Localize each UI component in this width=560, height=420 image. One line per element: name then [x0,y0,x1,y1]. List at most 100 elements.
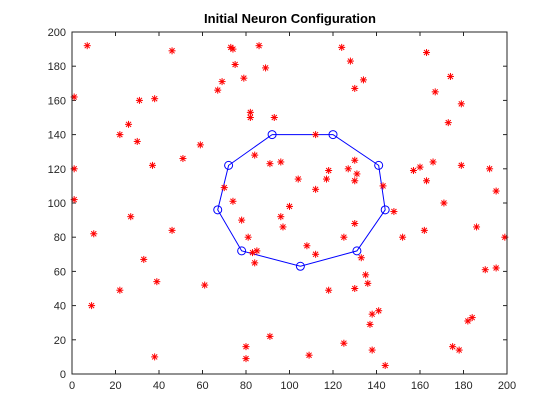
data-point [464,317,472,325]
x-tick-label: 100 [280,380,298,392]
data-point [116,286,124,294]
data-point [312,131,320,139]
y-tick-label: 160 [48,95,66,107]
data-point [381,361,389,369]
data-point [473,223,481,231]
data-point [133,137,141,145]
data-point [457,161,465,169]
data-point [312,250,320,258]
data-point [446,72,454,80]
data-point [116,131,124,139]
data-point [251,151,259,159]
neuron-marker [328,130,338,140]
data-point [455,346,463,354]
data-point [357,254,365,262]
data-point [294,175,302,183]
x-tick-label: 120 [324,380,342,392]
y-tick-label: 60 [54,266,66,278]
y-tick-label: 180 [48,61,66,73]
data-points [70,42,509,369]
y-tick-label: 100 [48,198,66,210]
data-point [246,114,254,121]
y-tick-label: 0 [60,369,66,381]
data-point [322,175,330,183]
data-point [286,202,293,210]
y-tick-label: 80 [54,232,66,244]
x-tick-label: 180 [454,380,472,392]
data-point [362,271,370,279]
data-point [449,343,457,351]
data-point [151,95,159,103]
data-point [140,255,148,263]
data-point [375,307,383,315]
data-point [325,167,333,175]
data-point [303,242,311,250]
data-point [416,163,424,171]
data-point [229,45,237,53]
data-point [440,199,448,207]
x-tick-label: 40 [153,380,165,392]
data-point [305,351,313,359]
y-tick-label: 200 [48,27,66,39]
data-point [390,208,398,216]
plot-frame [71,31,508,375]
x-tick-label: 60 [196,380,208,392]
data-point [457,100,465,108]
data-point [420,226,428,234]
x-tick-label: 80 [240,380,252,392]
x-axis: 0 20 40 60 80 100 120 140 160 180 200 [69,32,516,392]
data-point [368,346,376,354]
data-point [279,223,287,231]
neuron-marker [295,261,305,271]
data-point [244,233,252,241]
data-point [242,343,250,351]
data-point [359,76,367,84]
data-point [214,86,222,94]
neuron-marker [237,246,247,256]
data-point [429,158,437,166]
data-point [351,220,359,228]
neuron-marker [224,160,234,170]
y-axis: 0 20 40 60 80 100 120 140 160 180 200 [48,27,507,381]
y-tick-label: 40 [54,301,66,313]
data-point [351,156,359,164]
data-point [231,60,239,68]
y-tick-label: 20 [54,335,66,347]
y-tick-label: 120 [48,164,66,176]
data-point [492,264,500,272]
data-point [399,233,407,241]
chart-title: Initial Neuron Configuration [204,11,376,26]
data-point [135,96,143,104]
data-point [153,278,161,286]
data-point [379,182,387,190]
data-point [431,88,439,96]
data-point [409,167,417,175]
data-point [251,259,259,267]
neuron-marker [380,205,390,215]
x-tick-label: 20 [109,380,121,392]
data-point [242,355,250,363]
data-point [353,170,361,178]
data-point [266,332,274,340]
data-point [423,49,431,57]
data-point [423,177,431,185]
data-point [238,216,246,224]
data-point [83,42,91,50]
data-point [168,226,176,234]
data-point [262,64,270,72]
data-point [127,213,135,221]
data-point [125,120,133,128]
data-point [220,184,228,192]
data-point [444,119,452,127]
data-point [179,155,187,163]
neuron-marker [213,205,223,215]
data-point [344,165,352,173]
data-point [486,165,494,173]
data-point [351,84,359,92]
data-point [255,42,263,50]
data-point [366,320,374,328]
data-point [201,281,209,289]
neuron-marker [374,160,384,170]
data-point [168,47,176,55]
